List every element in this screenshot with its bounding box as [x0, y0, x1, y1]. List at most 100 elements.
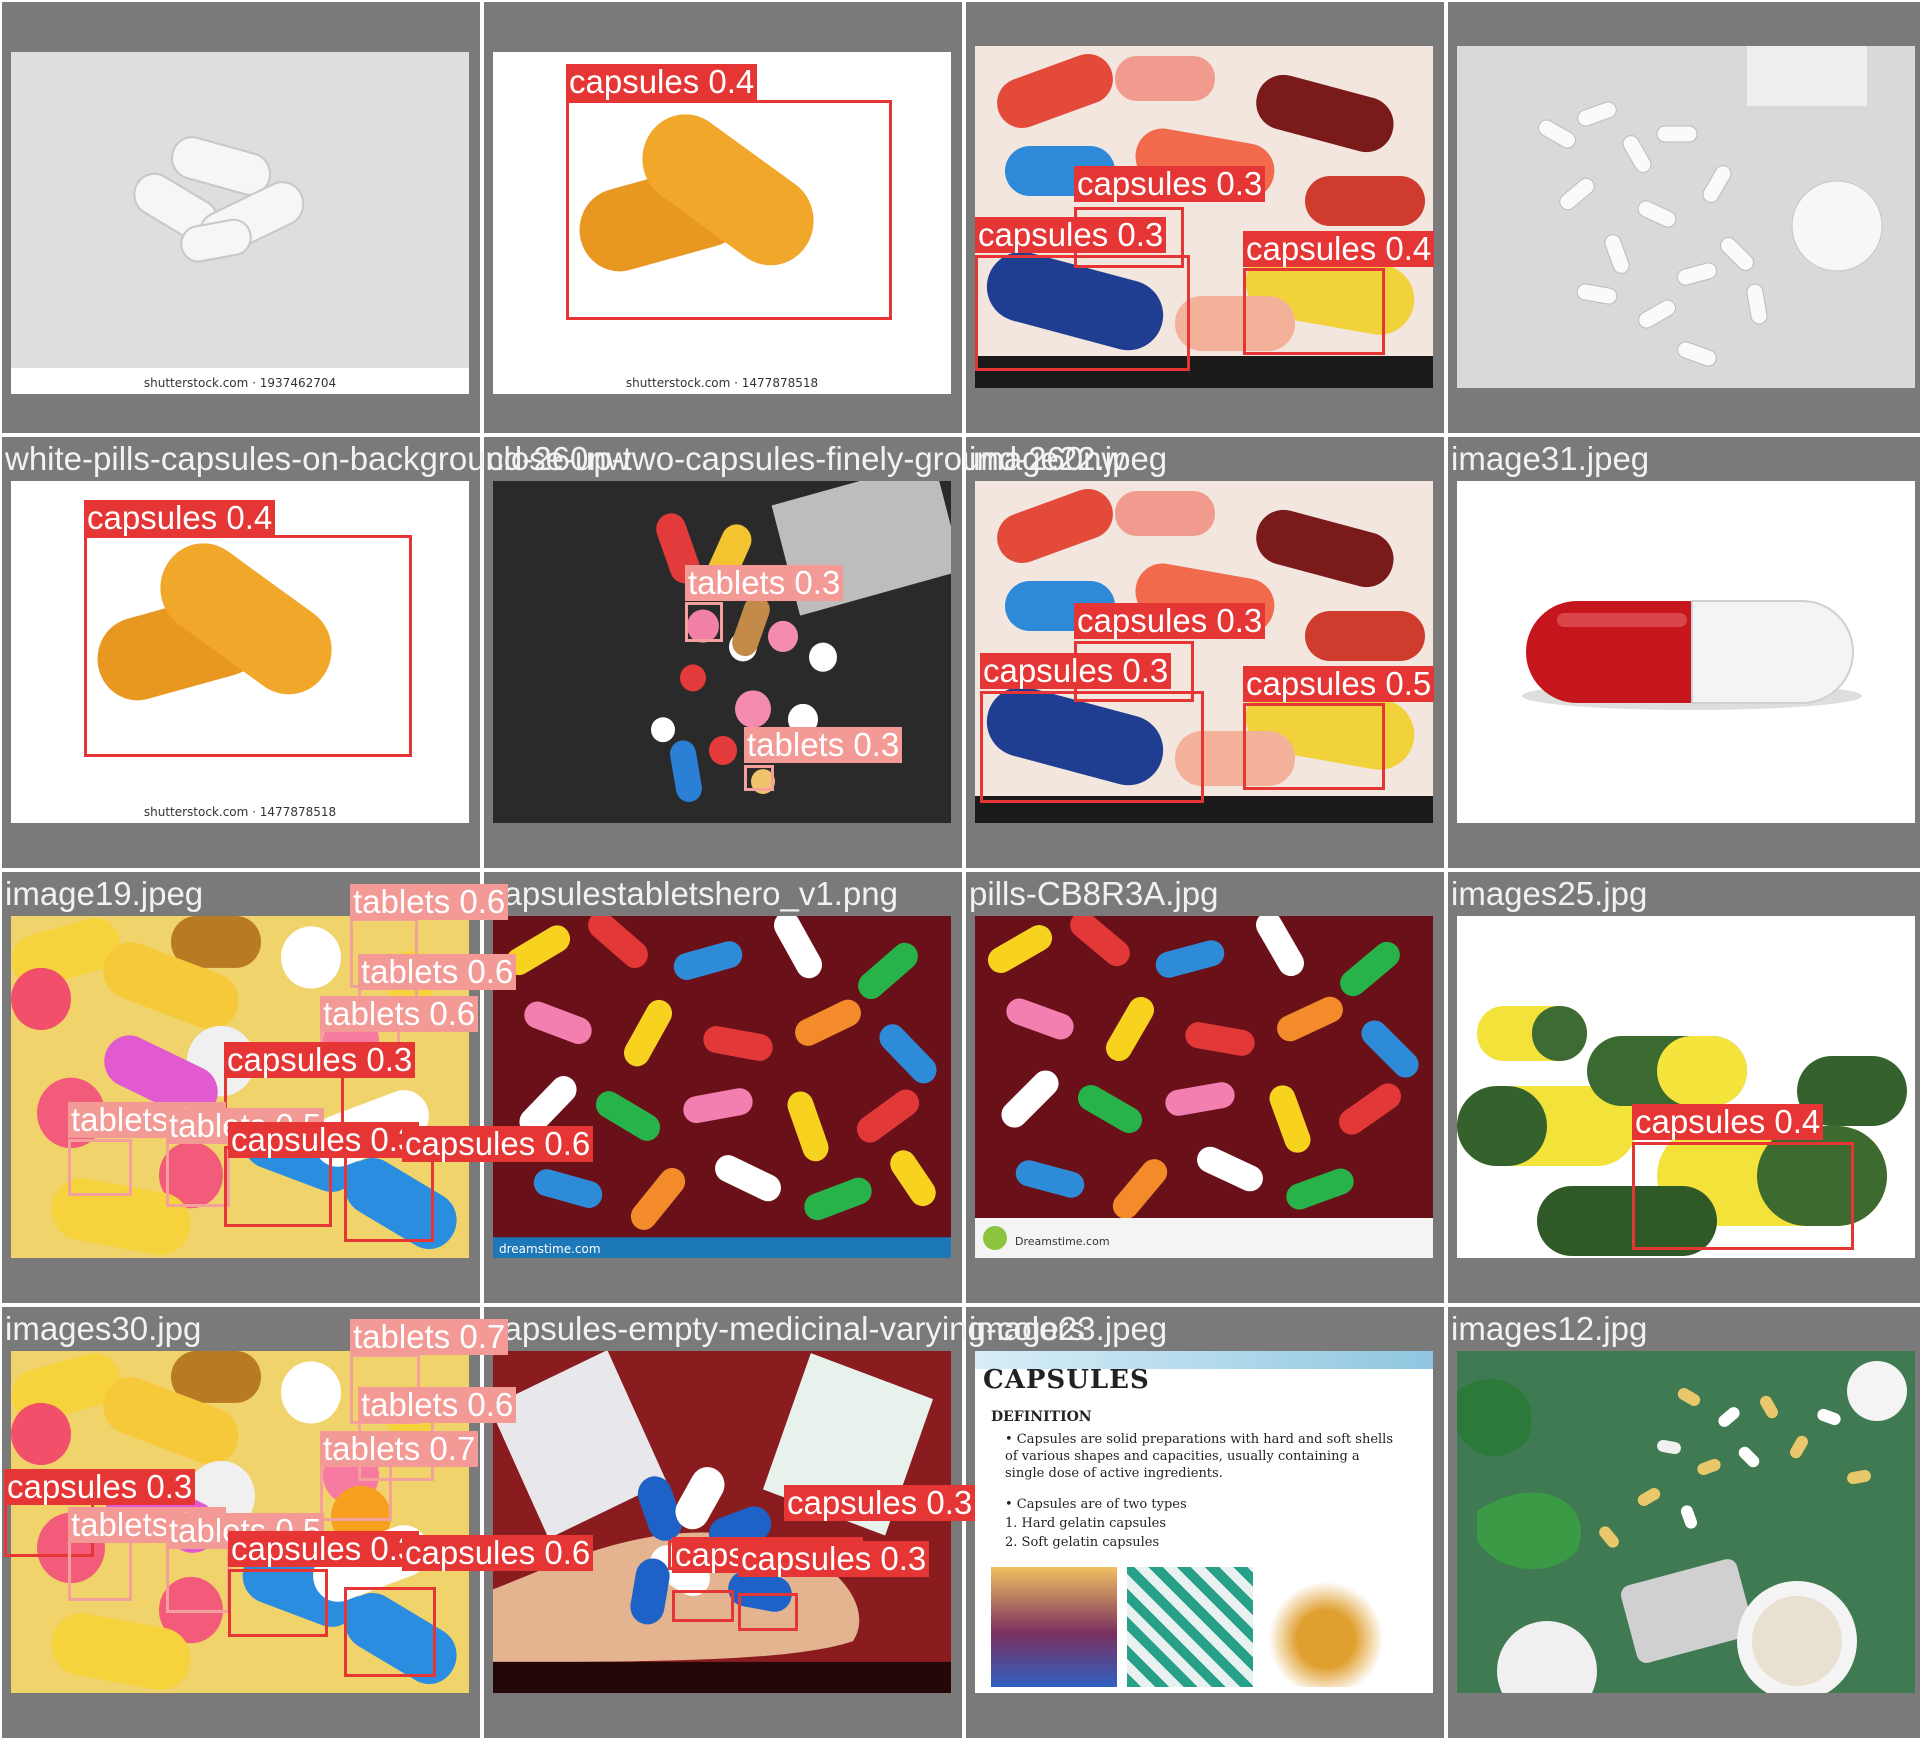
- bounding-box: [68, 1539, 132, 1601]
- image-thumbnail[interactable]: [493, 481, 951, 823]
- watermark: dreamstime.com: [499, 1242, 601, 1256]
- watermark: shutterstock.com · 1477878518: [625, 376, 819, 390]
- detection-label: capsules 0.3: [738, 1541, 930, 1577]
- detection-label: capsules 0.5: [1243, 666, 1435, 702]
- bounding-box: [566, 100, 892, 320]
- detection-label: capsules 0.4: [1243, 231, 1435, 267]
- detection-label: capsules 0.3: [1074, 166, 1266, 202]
- detection-label: capsules 0.3: [1074, 603, 1266, 639]
- bounding-box: [228, 1569, 328, 1637]
- image-title: images25.jpg: [1451, 875, 1648, 912]
- image-title: close-up-two-capsules-finely-ground-260n…: [487, 440, 1126, 477]
- grid-cell[interactable]: pills-CB8R3A.jpg: [966, 872, 1444, 1303]
- image-thumbnail[interactable]: shutterstock.com · 1477878518: [11, 481, 469, 823]
- grid-cell[interactable]: close-up-two-capsules-finely-ground-260n…: [484, 437, 1125, 868]
- watermark: shutterstock.com · 1937462704: [143, 376, 337, 390]
- detection-label: capsules 0.3: [4, 1469, 196, 1505]
- slide-text: • Capsules are of two types: [1005, 1497, 1187, 1512]
- detection-label: tablets 0.6: [320, 996, 479, 1032]
- grid-cell[interactable]: images12.jpg: [1448, 1307, 1920, 1738]
- softgel-image: [1263, 1567, 1389, 1687]
- watermark: Dreamstime.com: [1015, 1235, 1110, 1248]
- grid-cell[interactable]: white-pills-capsules-on-background-260nw…: [2, 437, 631, 868]
- grid-cell[interactable]: image22.jpeg capsules 0.3 capsules 0.3 c…: [966, 437, 1444, 868]
- slide-heading: CAPSULES: [983, 1365, 1150, 1395]
- grid-cell[interactable]: image31.jpeg: [1448, 437, 1920, 868]
- slide-header-band: [975, 1351, 1433, 1369]
- grid-cell[interactable]: capsules-empty-medicinal-varying-colors …: [484, 1307, 1085, 1738]
- bounding-box: [84, 535, 412, 757]
- bounding-box: [166, 1140, 230, 1207]
- detection-label: capsules 0.3: [228, 1531, 420, 1567]
- detection-label: tablets 0.6: [350, 884, 509, 920]
- image-title: image19.jpeg: [5, 875, 204, 912]
- image-thumbnail[interactable]: [975, 481, 1433, 823]
- detection-label: tablets 0.7: [320, 1431, 479, 1467]
- bounding-box: [166, 1545, 230, 1613]
- bounding-box: [975, 255, 1190, 371]
- detection-label: capsules 0.3: [228, 1122, 420, 1158]
- grid-cell[interactable]: images30.jpg: [2, 1307, 594, 1738]
- image-title: pills-CB8R3A.jpg: [969, 875, 1219, 912]
- detection-label: capsules 0.3: [975, 217, 1167, 253]
- detection-label: capsules 0.3: [980, 653, 1172, 689]
- slide-document: CAPSULES DEFINITION • Capsules are solid…: [975, 1351, 1433, 1693]
- blister-image: [1127, 1567, 1253, 1687]
- detection-label: capsules 0.4: [566, 64, 758, 100]
- bounding-box: [980, 691, 1204, 803]
- detection-label: tablets 0.6: [358, 954, 517, 990]
- detection-label: capsules 0.4: [1632, 1104, 1824, 1140]
- grid-cell[interactable]: shutterstock.com · 1477878518 capsules 0…: [484, 2, 962, 433]
- slide-text: 2. Soft gelatin capsules: [1005, 1535, 1160, 1550]
- image-thumbnail[interactable]: CAPSULES DEFINITION • Capsules are solid…: [975, 1351, 1433, 1693]
- image-title: images30.jpg: [5, 1310, 202, 1347]
- grid-cell[interactable]: image23.jpeg CAPSULES DEFINITION • Capsu…: [966, 1307, 1444, 1738]
- grid-cell[interactable]: image19.jpeg: [2, 872, 594, 1303]
- image-thumbnail[interactable]: [1457, 481, 1915, 823]
- bounding-box: [738, 1593, 798, 1631]
- grid-cell[interactable]: [1448, 2, 1920, 433]
- detection-label: capsules 0.3: [224, 1042, 416, 1078]
- detection-label: capsules 0.6: [402, 1126, 594, 1162]
- grid-cell[interactable]: capsulestabletshero_v1.png: [484, 872, 962, 1303]
- bounding-box: [1243, 268, 1385, 355]
- bounding-box: [224, 1146, 332, 1227]
- slide-images: [991, 1567, 1389, 1687]
- image-title: image22.jpeg: [969, 440, 1168, 477]
- bounding-box: [1243, 703, 1385, 790]
- bounding-box: [1632, 1142, 1854, 1250]
- image-thumbnail[interactable]: [1457, 1351, 1915, 1693]
- image-thumbnail[interactable]: Dreamstime.com: [975, 916, 1433, 1258]
- bounding-box: [68, 1139, 132, 1196]
- bounding-box: [344, 1154, 434, 1242]
- image-title: white-pills-capsules-on-background-260nw: [5, 440, 631, 477]
- detection-label: tablets 0.3: [744, 727, 903, 763]
- image-title: capsules-empty-medicinal-varying-colors: [487, 1310, 1085, 1347]
- detection-label: capsules 0.3: [784, 1485, 976, 1521]
- image-thumbnail[interactable]: [1457, 46, 1915, 388]
- grid-cell[interactable]: images25.jpg capsules 0.4: [1448, 872, 1920, 1303]
- image-title: image31.jpeg: [1451, 440, 1650, 477]
- image-title: capsulestabletshero_v1.png: [487, 875, 898, 912]
- detection-label: tablets 0.7: [350, 1319, 509, 1355]
- detection-label: capsules 0.6: [402, 1535, 594, 1571]
- slide-text: 1. Hard gelatin capsules: [1005, 1516, 1167, 1531]
- slide-subheading: DEFINITION: [991, 1409, 1092, 1425]
- slide-text: • Capsules are solid preparations with h…: [1005, 1432, 1394, 1481]
- image-thumbnail[interactable]: shutterstock.com · 1937462704: [11, 52, 469, 394]
- bounding-box: [672, 1590, 734, 1622]
- image-thumbnail[interactable]: [1457, 916, 1915, 1258]
- image-thumbnail[interactable]: [493, 1351, 951, 1693]
- detection-label: tablets 0.6: [358, 1387, 517, 1423]
- image-title: image23.jpeg: [969, 1310, 1168, 1347]
- grid-cell[interactable]: shutterstock.com · 1937462704: [2, 2, 480, 433]
- detection-label: tablets 0.3: [685, 565, 844, 601]
- jar-image: [991, 1567, 1117, 1687]
- watermark: shutterstock.com · 1477878518: [143, 805, 337, 819]
- bounding-box: [344, 1587, 436, 1677]
- image-thumbnail[interactable]: shutterstock.com · 1477878518: [493, 52, 951, 394]
- bounding-box: [744, 765, 774, 791]
- grid-cell[interactable]: capsules 0.3 capsules 0.3 capsules 0.4: [966, 2, 1444, 433]
- image-thumbnail[interactable]: dreamstime.com: [493, 916, 951, 1258]
